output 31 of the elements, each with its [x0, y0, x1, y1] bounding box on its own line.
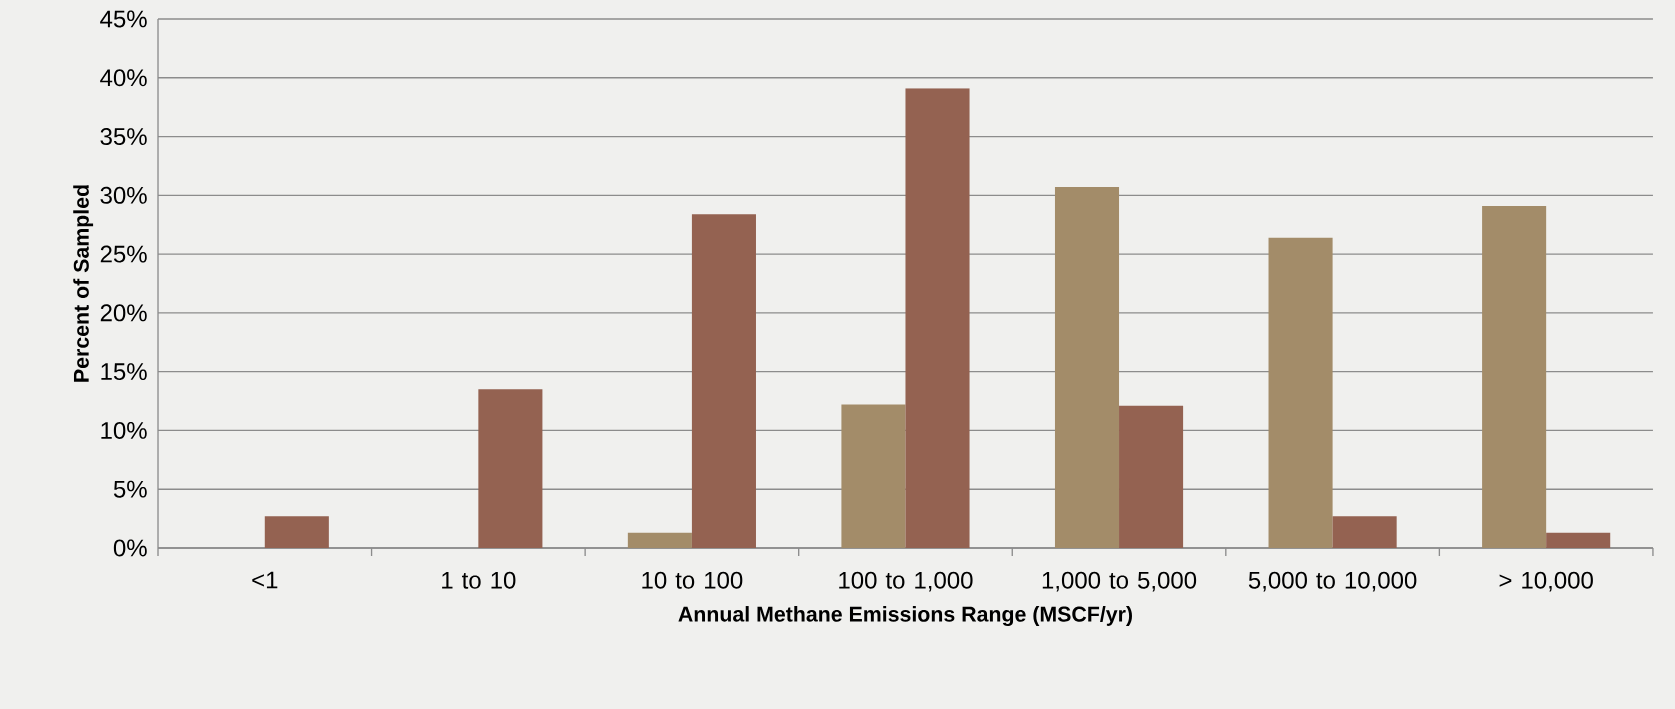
x-tick-label: 1 to 10	[442, 571, 516, 589]
y-tick-label: 20%	[100, 304, 147, 322]
y-tick-label: 35%	[100, 128, 147, 146]
x-axis-title: Annual Methane Emissions Range (MSCF/yr)	[678, 606, 1132, 627]
bar	[691, 214, 756, 548]
y-tick-label: 5%	[113, 480, 147, 498]
bar	[905, 88, 970, 548]
y-tick-label: 0%	[113, 539, 147, 557]
bar	[1268, 237, 1333, 548]
bar	[478, 389, 543, 548]
x-tick-label: 5,000 to 10,000	[1248, 571, 1417, 592]
y-axis-title: Percent of Sampled	[73, 185, 94, 382]
x-tick-label: 100 to 1,000	[839, 571, 973, 592]
bar	[627, 532, 692, 548]
x-tick-label: <1	[252, 571, 278, 589]
y-tick-label: 25%	[100, 245, 147, 263]
bar	[264, 516, 329, 548]
x-tick-label: 10 to 100	[642, 571, 743, 589]
y-tick-label: 40%	[100, 69, 147, 87]
y-tick-label: 45%	[100, 10, 147, 28]
bar	[1119, 405, 1184, 548]
bar	[1054, 187, 1120, 548]
y-tick-label: 30%	[100, 186, 147, 204]
x-tick-label: 1,000 to 5,000	[1042, 571, 1197, 592]
x-tick-label: > 10,000	[1499, 571, 1593, 592]
bar	[1332, 516, 1397, 548]
y-tick-label: 15%	[101, 363, 147, 381]
y-tick-label: 10%	[101, 421, 147, 439]
bar	[1482, 205, 1547, 548]
bar	[1546, 532, 1611, 548]
bar	[841, 404, 906, 548]
